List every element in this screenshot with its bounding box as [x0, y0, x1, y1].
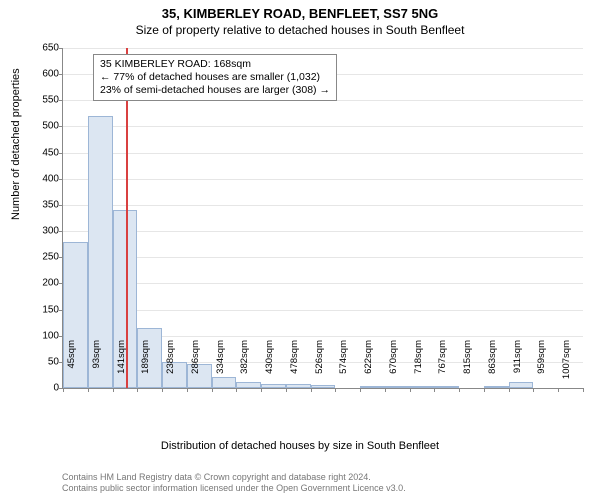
- x-axis-label: Distribution of detached houses by size …: [0, 440, 600, 452]
- x-tick: [137, 388, 138, 392]
- x-tick: [187, 388, 188, 392]
- y-gridline: [63, 126, 583, 127]
- x-tick-label: 911sqm: [512, 340, 523, 390]
- chart-area: 0501001502002503003504004505005506006504…: [62, 48, 582, 420]
- y-gridline: [63, 205, 583, 206]
- y-tick-label: 550: [29, 95, 59, 106]
- x-tick: [385, 388, 386, 392]
- x-tick-label: 141sqm: [116, 340, 127, 390]
- x-tick-label: 959sqm: [536, 340, 547, 390]
- y-tick: [59, 153, 63, 154]
- x-tick: [558, 388, 559, 392]
- x-tick-label: 767sqm: [437, 340, 448, 390]
- y-tick-label: 400: [29, 173, 59, 184]
- y-tick: [59, 100, 63, 101]
- x-tick: [261, 388, 262, 392]
- x-tick: [360, 388, 361, 392]
- x-tick: [484, 388, 485, 392]
- y-gridline: [63, 48, 583, 49]
- x-tick-label: 574sqm: [338, 340, 349, 390]
- y-tick-label: 150: [29, 304, 59, 315]
- annotation-box: 35 KIMBERLEY ROAD: 168sqm← 77% of detach…: [93, 54, 337, 101]
- x-tick: [88, 388, 89, 392]
- y-gridline: [63, 231, 583, 232]
- x-tick: [335, 388, 336, 392]
- x-tick-label: 718sqm: [413, 340, 424, 390]
- title-sub: Size of property relative to detached ho…: [0, 21, 600, 37]
- x-tick-label: 45sqm: [66, 340, 77, 390]
- y-gridline: [63, 179, 583, 180]
- y-tick-label: 100: [29, 330, 59, 341]
- x-tick: [113, 388, 114, 392]
- x-tick: [63, 388, 64, 392]
- x-tick: [434, 388, 435, 392]
- y-tick-label: 500: [29, 121, 59, 132]
- x-tick: [212, 388, 213, 392]
- y-tick-label: 650: [29, 43, 59, 54]
- y-tick: [59, 48, 63, 49]
- y-tick: [59, 231, 63, 232]
- x-tick-label: 430sqm: [264, 340, 275, 390]
- x-tick-label: 815sqm: [462, 340, 473, 390]
- plot-region: 0501001502002503003504004505005506006504…: [62, 48, 583, 389]
- x-tick: [162, 388, 163, 392]
- x-tick: [533, 388, 534, 392]
- x-tick-label: 1007sqm: [561, 340, 572, 390]
- x-tick: [459, 388, 460, 392]
- x-tick: [236, 388, 237, 392]
- x-tick-label: 622sqm: [363, 340, 374, 390]
- x-tick-label: 286sqm: [190, 340, 201, 390]
- x-tick-label: 334sqm: [215, 340, 226, 390]
- title-main: 35, KIMBERLEY ROAD, BENFLEET, SS7 5NG: [0, 0, 600, 21]
- y-axis-label: Number of detached properties: [10, 68, 22, 220]
- x-tick: [311, 388, 312, 392]
- y-tick: [59, 179, 63, 180]
- x-tick-label: 526sqm: [314, 340, 325, 390]
- x-tick-label: 238sqm: [165, 340, 176, 390]
- y-gridline: [63, 310, 583, 311]
- x-tick: [509, 388, 510, 392]
- x-tick-label: 382sqm: [239, 340, 250, 390]
- y-tick-label: 200: [29, 278, 59, 289]
- x-tick-label: 670sqm: [388, 340, 399, 390]
- annotation-line: 23% of semi-detached houses are larger (…: [100, 84, 330, 97]
- x-tick: [583, 388, 584, 392]
- footer-line-2: Contains public sector information licen…: [62, 483, 406, 494]
- y-tick: [59, 74, 63, 75]
- x-tick: [286, 388, 287, 392]
- y-tick-label: 300: [29, 226, 59, 237]
- x-tick-label: 478sqm: [289, 340, 300, 390]
- y-tick: [59, 205, 63, 206]
- x-tick-label: 863sqm: [487, 340, 498, 390]
- footer-line-1: Contains HM Land Registry data © Crown c…: [62, 472, 406, 483]
- x-tick: [410, 388, 411, 392]
- y-tick-label: 250: [29, 252, 59, 263]
- x-tick-label: 93sqm: [91, 340, 102, 390]
- y-tick-label: 50: [29, 356, 59, 367]
- y-gridline: [63, 153, 583, 154]
- y-tick-label: 350: [29, 199, 59, 210]
- y-tick: [59, 126, 63, 127]
- annotation-line: 35 KIMBERLEY ROAD: 168sqm: [100, 58, 330, 71]
- footer-attribution: Contains HM Land Registry data © Crown c…: [62, 472, 406, 494]
- annotation-line: ← 77% of detached houses are smaller (1,…: [100, 71, 330, 84]
- y-tick-label: 450: [29, 147, 59, 158]
- x-tick-label: 189sqm: [140, 340, 151, 390]
- y-tick-label: 0: [29, 383, 59, 394]
- y-tick-label: 600: [29, 69, 59, 80]
- y-gridline: [63, 283, 583, 284]
- y-gridline: [63, 257, 583, 258]
